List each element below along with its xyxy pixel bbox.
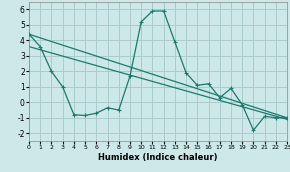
X-axis label: Humidex (Indice chaleur): Humidex (Indice chaleur) [98,153,218,162]
